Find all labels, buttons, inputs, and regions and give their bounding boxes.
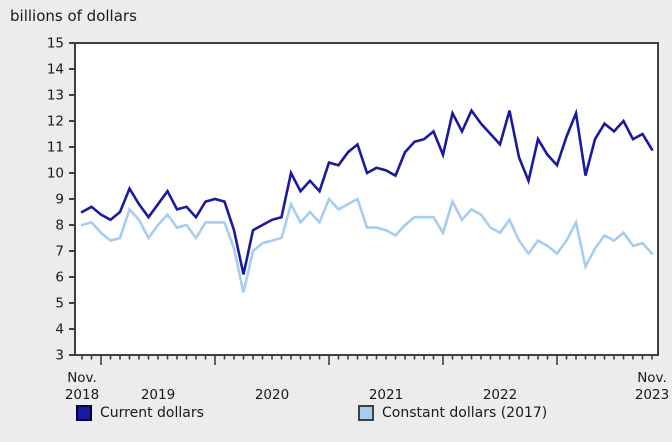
x-tick-label: 2020: [255, 387, 289, 403]
chart-title: billions of dollars: [10, 7, 137, 25]
y-tick-label: 11: [47, 140, 64, 156]
x-tick-label: 2019: [141, 387, 175, 403]
y-tick-label: 5: [55, 296, 64, 312]
series-line-current-dollars: [80, 108, 654, 275]
x-tick-label: 2022: [483, 387, 517, 403]
y-tick-label: 13: [47, 88, 64, 104]
x-tick-label: Nov.: [67, 370, 97, 386]
plot-frame: [74, 42, 659, 356]
legend-label-constant-dollars: Constant dollars (2017): [382, 405, 548, 421]
y-tick-label: 6: [55, 270, 64, 286]
legend-item-current-dollars: Current dollars: [76, 405, 204, 421]
y-tick-label: 3: [55, 348, 64, 364]
legend-item-constant-dollars: Constant dollars (2017): [358, 405, 547, 421]
y-tick-label: 8: [55, 218, 64, 234]
y-axis: 3 4 5 6 7 8 9 10 11 12 13 14 15: [47, 36, 75, 364]
y-tick-label: 12: [47, 114, 64, 130]
x-tick-label: 2023: [635, 387, 669, 403]
x-tick-label: Nov.: [637, 370, 667, 386]
y-tick-label: 7: [55, 244, 64, 260]
x-tick-label: 2021: [369, 387, 403, 403]
legend-label-current-dollars: Current dollars: [100, 405, 204, 421]
x-tick-label: 2018: [65, 387, 99, 403]
y-tick-label: 14: [47, 62, 64, 78]
y-tick-label: 10: [47, 166, 64, 182]
y-tick-label: 15: [47, 36, 64, 52]
series-line-constant-dollars: [80, 196, 654, 293]
legend-swatch-constant-dollars: [358, 405, 374, 421]
legend-swatch-current-dollars: [76, 405, 92, 421]
y-tick-label: 4: [55, 322, 64, 338]
y-tick-label: 9: [55, 192, 64, 208]
